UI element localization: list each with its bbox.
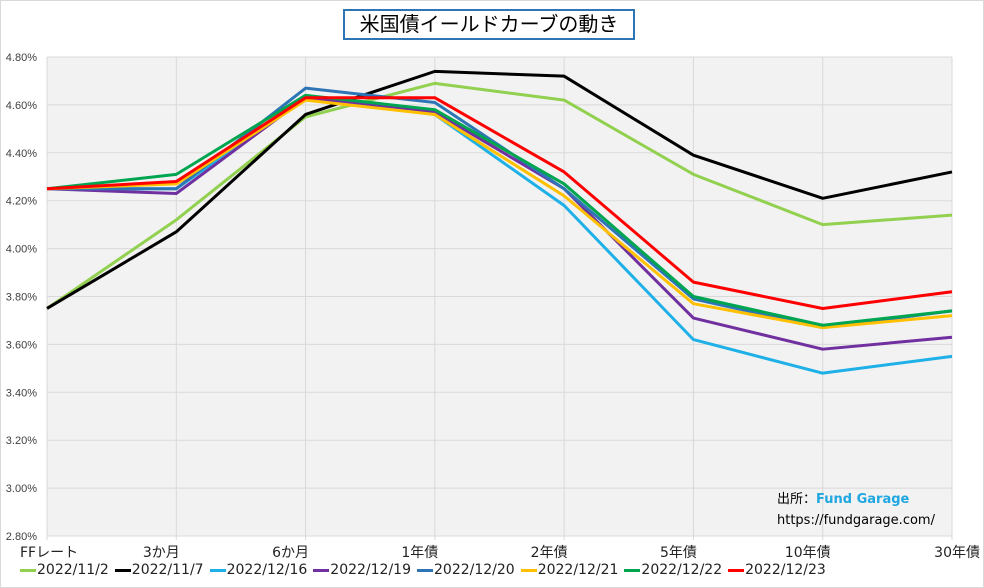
legend-item: 2022/12/23 [728,562,826,578]
x-tick-label: 1年債 [401,545,438,561]
y-tick-label: 4.80% [6,52,37,64]
legend-swatch [20,568,36,572]
x-tick-label: 2年債 [531,545,568,561]
series-line [46,96,953,351]
source-name: Fund Garage [816,492,910,507]
legend-item: 2022/11/2 [20,562,109,578]
legend-item: 2022/12/20 [417,562,515,578]
x-tick-label: 3か月 [143,545,180,561]
y-tick-label: 2.80% [6,531,37,543]
legend-label: 2022/11/2 [37,562,109,578]
x-tick-label: 5年債 [660,545,697,561]
series-line [46,96,953,310]
legend-item: 2022/12/21 [520,562,619,578]
x-tick-label: FFレート [20,545,78,561]
legend-swatch [520,568,537,572]
source-label: 出所：Fund Garage [777,488,909,507]
legend-swatch [728,568,745,572]
series-line [46,98,953,330]
y-tick-label: 3.20% [6,435,37,447]
x-tick-label: 30年債 [934,545,980,561]
chart-legend: 2022/11/2 2022/11/7 2022/12/16 2022/12/19 20… [20,562,832,578]
legend-label: 2022/12/21 [537,562,619,578]
legend-swatch [624,568,641,572]
legend-label: 2022/12/23 [745,562,826,578]
y-tick-label: 3.00% [6,483,37,495]
source-prefix: 出所： [777,492,817,507]
legend-swatch [114,568,131,572]
y-tick-label: 3.40% [6,387,37,399]
legend-label: 2022/12/20 [434,562,515,578]
legend-label: 2022/12/19 [330,562,411,578]
y-tick-label: 3.60% [6,339,37,351]
y-tick-label: 4.20% [6,196,37,208]
legend-item: 2022/12/19 [313,562,411,578]
source-url: https://fundgarage.com/ [777,513,935,528]
legend-item: 2022/12/22 [624,562,722,578]
y-tick-label: 4.60% [6,100,37,112]
legend-swatch [313,568,330,572]
legend-swatch [417,568,433,572]
series-line [46,93,953,327]
chart-title: 米国債イールドカーブの動き [343,9,635,40]
x-tick-label: 6か月 [272,545,309,561]
series-line [46,81,953,310]
y-tick-label: 4.40% [6,148,37,160]
legend-item: 2022/12/16 [209,562,308,578]
series-line [46,69,953,310]
y-tick-label: 3.80% [6,292,37,304]
legend-label: 2022/12/22 [641,562,723,578]
x-tick-label: 10年債 [785,545,831,561]
y-tick-label: 4.00% [6,244,37,256]
legend-label: 2022/12/16 [226,562,308,578]
legend-swatch [209,568,226,572]
legend-item: 2022/11/7 [114,562,204,578]
legend-label: 2022/11/7 [131,562,204,578]
